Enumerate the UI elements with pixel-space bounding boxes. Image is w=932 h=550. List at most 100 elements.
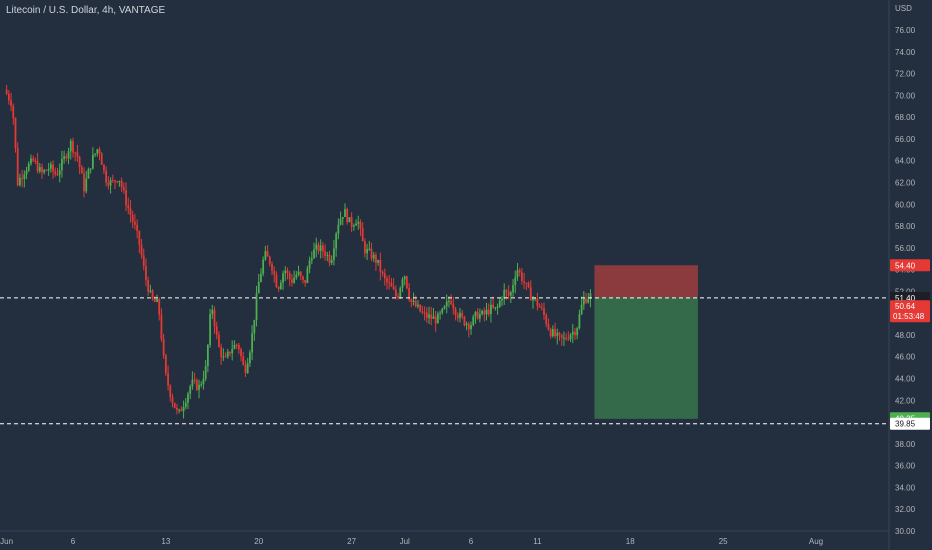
candle-body <box>344 209 346 217</box>
candle-body <box>85 178 88 192</box>
candle-body <box>116 181 119 183</box>
candle-body <box>187 393 189 403</box>
y-tick-label: 46.00 <box>895 353 916 362</box>
candle-body <box>262 259 265 274</box>
y-tick-label: 56.00 <box>895 244 916 253</box>
candle-body <box>138 231 141 245</box>
candle-body <box>589 293 592 299</box>
candle-body <box>193 379 196 381</box>
candle-body <box>567 338 570 340</box>
candle-body <box>45 170 48 172</box>
candle-body <box>122 187 125 191</box>
candle-body <box>36 160 39 172</box>
position-zones <box>594 265 698 419</box>
candle-body <box>282 273 284 283</box>
candle-body <box>10 100 12 106</box>
candle-body <box>399 287 402 298</box>
candle-body <box>167 373 169 386</box>
candle-body <box>408 288 411 300</box>
candle-body <box>140 244 143 256</box>
candle-body <box>74 152 77 154</box>
candle-body <box>388 282 391 284</box>
candle-body <box>180 409 183 412</box>
candle-body <box>80 167 83 174</box>
candle-body <box>136 224 139 232</box>
candle-body <box>503 290 506 299</box>
stop-loss-zone[interactable] <box>594 265 698 298</box>
candle-body <box>226 351 229 357</box>
candle-body <box>58 170 61 175</box>
candle-body <box>260 273 262 282</box>
candle-body <box>237 344 240 350</box>
candle-body <box>91 154 94 169</box>
candle-body <box>182 407 185 412</box>
candle-body <box>251 333 254 353</box>
candle-body <box>153 298 156 302</box>
candle-body <box>145 266 147 280</box>
candle-body <box>501 298 503 301</box>
candle-body <box>485 309 488 315</box>
candle-body <box>49 164 52 169</box>
candle-body <box>160 314 163 340</box>
x-tick-label: Aug <box>809 537 823 546</box>
candle-body <box>27 163 30 171</box>
candle-body <box>114 180 116 182</box>
candle-body <box>432 316 435 319</box>
candle-body <box>173 402 176 408</box>
candle-body <box>67 151 70 159</box>
svg-text:51.40: 51.40 <box>895 294 916 303</box>
candle-body <box>118 180 121 182</box>
y-tick-label: 62.00 <box>895 178 916 187</box>
svg-text:39.85: 39.85 <box>895 420 916 429</box>
candle-body <box>83 173 85 192</box>
take-profit-zone[interactable] <box>594 297 698 419</box>
candle-body <box>76 152 79 157</box>
candle-body <box>483 311 486 315</box>
candle-body <box>463 316 466 326</box>
candle-body <box>547 323 550 330</box>
y-tick-label: 30.00 <box>895 527 916 536</box>
candle-body <box>465 323 468 326</box>
candle-body <box>381 271 384 274</box>
candle-body <box>69 140 72 152</box>
candle-body <box>554 329 556 337</box>
candle-body <box>341 216 344 219</box>
y-tick-label: 70.00 <box>895 91 916 100</box>
candle-body <box>476 311 479 319</box>
candle-body <box>133 221 136 225</box>
candle-body <box>516 270 519 278</box>
candle-body <box>220 346 223 357</box>
candle-body <box>306 268 309 283</box>
candle-body <box>443 306 446 309</box>
candle-body <box>512 285 514 293</box>
candle-body <box>563 337 565 339</box>
candle-body <box>156 299 158 302</box>
candle-body <box>162 339 165 356</box>
candle-body <box>585 298 587 303</box>
candle-body <box>198 384 200 390</box>
candle-body <box>304 279 307 283</box>
candle-body <box>445 301 448 307</box>
candle-body <box>580 304 583 315</box>
candle-body <box>558 332 561 335</box>
candle-body <box>94 153 96 155</box>
candle-body <box>401 279 404 288</box>
candle-body <box>286 270 289 273</box>
candle-body <box>459 312 461 318</box>
candle-body <box>65 156 68 159</box>
candle-body <box>111 180 114 182</box>
candle-body <box>291 279 293 283</box>
candle-body <box>406 276 408 289</box>
candle-body <box>330 259 333 263</box>
candle-body <box>310 258 313 261</box>
svg-text:54.40: 54.40 <box>895 261 916 270</box>
candle-body <box>200 384 203 386</box>
candle-body <box>348 217 351 223</box>
candle-body <box>352 225 355 227</box>
candle-body <box>534 298 537 300</box>
candle-body <box>419 304 422 312</box>
svg-text:50.64: 50.64 <box>895 302 916 311</box>
candle-body <box>379 259 382 272</box>
